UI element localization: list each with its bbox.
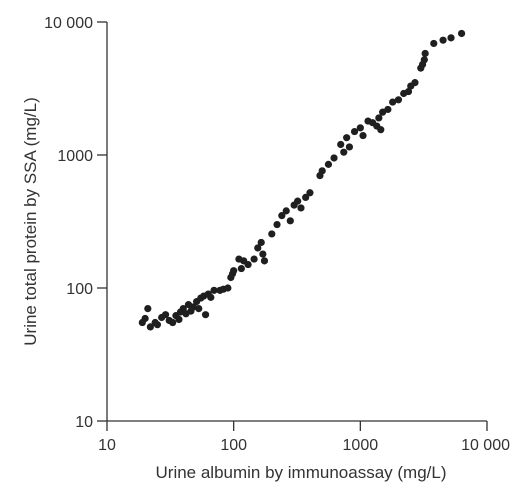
data-point [210, 286, 218, 294]
x-axis-title: Urine albumin by immunoassay (mg/L) [156, 463, 447, 482]
x-ticks: 10 100 1000 10 000 [98, 421, 510, 454]
axes [106, 22, 487, 422]
data-point [153, 321, 162, 329]
data-point [260, 257, 269, 265]
x-tick-label: 100 [220, 437, 247, 454]
data-point [278, 212, 286, 220]
data-point [359, 131, 367, 140]
data-point [389, 98, 397, 106]
data-point [175, 315, 183, 324]
data-point [404, 87, 413, 96]
data-point [324, 160, 333, 168]
data-point [161, 311, 170, 319]
data-point [268, 230, 276, 238]
data-point [195, 305, 203, 313]
y-axis-title: Urine total protein by SSA (mg/L) [21, 97, 40, 346]
x-tick-label: 10 [98, 437, 116, 454]
y-ticks: 10 100 1000 10 000 [44, 15, 107, 431]
data-point [306, 189, 314, 197]
data-point [318, 167, 326, 175]
data-point [384, 105, 392, 114]
data-point [146, 323, 154, 331]
data-point [439, 36, 447, 44]
data-point [257, 238, 265, 247]
data-point [421, 49, 429, 58]
y-tick-label: 100 [66, 281, 93, 298]
y-tick-label: 10 [75, 414, 93, 431]
data-point [337, 140, 345, 149]
y-tick-label: 1000 [57, 148, 93, 165]
data-point [201, 311, 210, 319]
data-point [377, 126, 385, 134]
data-point [169, 318, 177, 327]
data-point [237, 264, 245, 273]
data-point [394, 96, 403, 104]
data-points [138, 29, 466, 331]
data-point [345, 143, 354, 151]
data-point [286, 217, 294, 225]
data-point [297, 204, 305, 212]
data-point [340, 148, 348, 156]
data-point [144, 305, 152, 313]
data-point [282, 207, 290, 215]
data-point [457, 29, 466, 38]
data-point [356, 124, 364, 132]
data-point [259, 250, 267, 258]
data-point [302, 193, 310, 201]
data-point [273, 220, 281, 229]
data-point [254, 244, 262, 252]
y-tick-label: 10 000 [44, 15, 93, 32]
data-point [350, 127, 359, 136]
data-point [430, 39, 438, 48]
data-point [189, 303, 197, 311]
data-point [330, 154, 338, 162]
data-point [343, 134, 351, 142]
data-point [250, 255, 258, 263]
data-point [141, 314, 149, 323]
data-point [244, 260, 252, 269]
x-tick-label: 1000 [343, 437, 379, 454]
x-tick-label: 10 000 [461, 437, 510, 454]
data-point [224, 284, 232, 292]
data-point [230, 267, 238, 275]
data-point [420, 56, 428, 64]
data-point [447, 34, 455, 42]
data-point [375, 114, 383, 122]
data-point [207, 293, 215, 301]
data-point [294, 197, 302, 205]
data-point [411, 79, 419, 87]
